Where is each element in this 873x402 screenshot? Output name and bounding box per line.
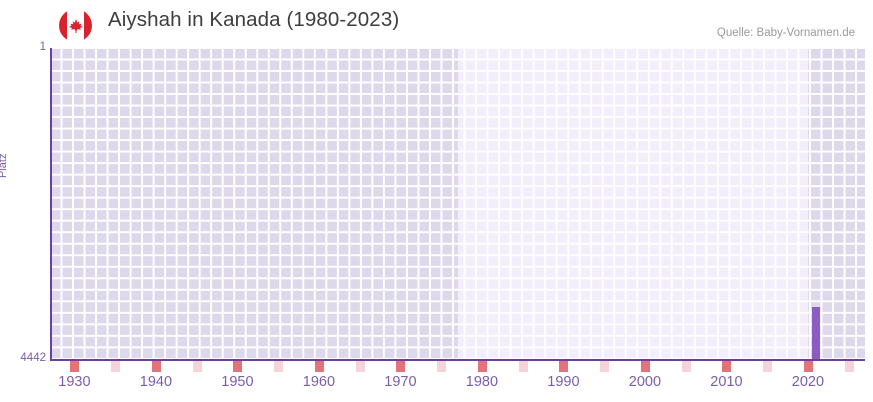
x-axis-tick-label: 1930 [58,374,91,390]
x-axis-tick-label: 1950 [221,374,254,390]
x-axis-major-marker [722,361,732,372]
x-axis-minor-marker [518,361,528,372]
chart-header: Aiyshah in Kanada (1980-2023) Quelle: Ba… [0,0,873,44]
x-axis-major-marker [559,361,569,372]
plot-background [50,48,865,361]
x-axis-minor-marker [274,361,284,372]
x-axis-minor-marker [437,361,447,372]
x-axis-tick-label: 1970 [384,374,417,390]
flag-band-right [83,9,92,42]
canada-flag-icon [59,9,92,42]
page-title: Aiyshah in Kanada (1980-2023) [108,8,400,31]
shaded-period-block [50,48,458,361]
source-label: Quelle: Baby-Vornamen.de [716,27,855,39]
x-axis-tick-label: 2010 [710,374,743,390]
x-axis-minor-marker [681,361,691,372]
flag-band-left [59,9,68,42]
shaded-period-block [457,48,808,361]
maple-leaf-icon [68,18,83,33]
x-axis-minor-marker [355,361,365,372]
x-axis-tick-label: 1990 [547,374,580,390]
x-axis-major-marker [640,361,650,372]
x-axis-tick-label: 2000 [628,374,662,390]
y-axis-tick-label-top: 1 [39,41,46,53]
x-axis-major-marker [314,361,324,372]
x-axis-major-marker [477,361,487,372]
x-axis-tick-label: 1940 [139,374,173,390]
y-axis-line [50,48,52,361]
chart-plot-area [50,48,865,372]
x-axis-major-marker [151,361,161,372]
x-axis-minor-marker [192,361,202,372]
y-axis-title: Platz [0,153,9,178]
x-axis-minor-marker [844,361,854,372]
chart-bar[interactable] [812,307,821,359]
x-axis-minor-marker [600,361,610,372]
x-axis-tick-label: 1980 [465,374,499,390]
x-axis-tick-label: 2020 [791,374,825,390]
x-axis-line [50,359,865,361]
x-axis-major-marker [396,361,406,372]
x-axis-tick-label: 1960 [302,374,336,390]
x-axis-major-marker [233,361,243,372]
x-axis-major-marker [70,361,80,372]
x-axis-major-marker [803,361,813,372]
x-axis-minor-marker [111,361,121,372]
x-axis-minor-marker [763,361,773,372]
y-axis-tick-label-bottom: 4442 [20,352,46,364]
